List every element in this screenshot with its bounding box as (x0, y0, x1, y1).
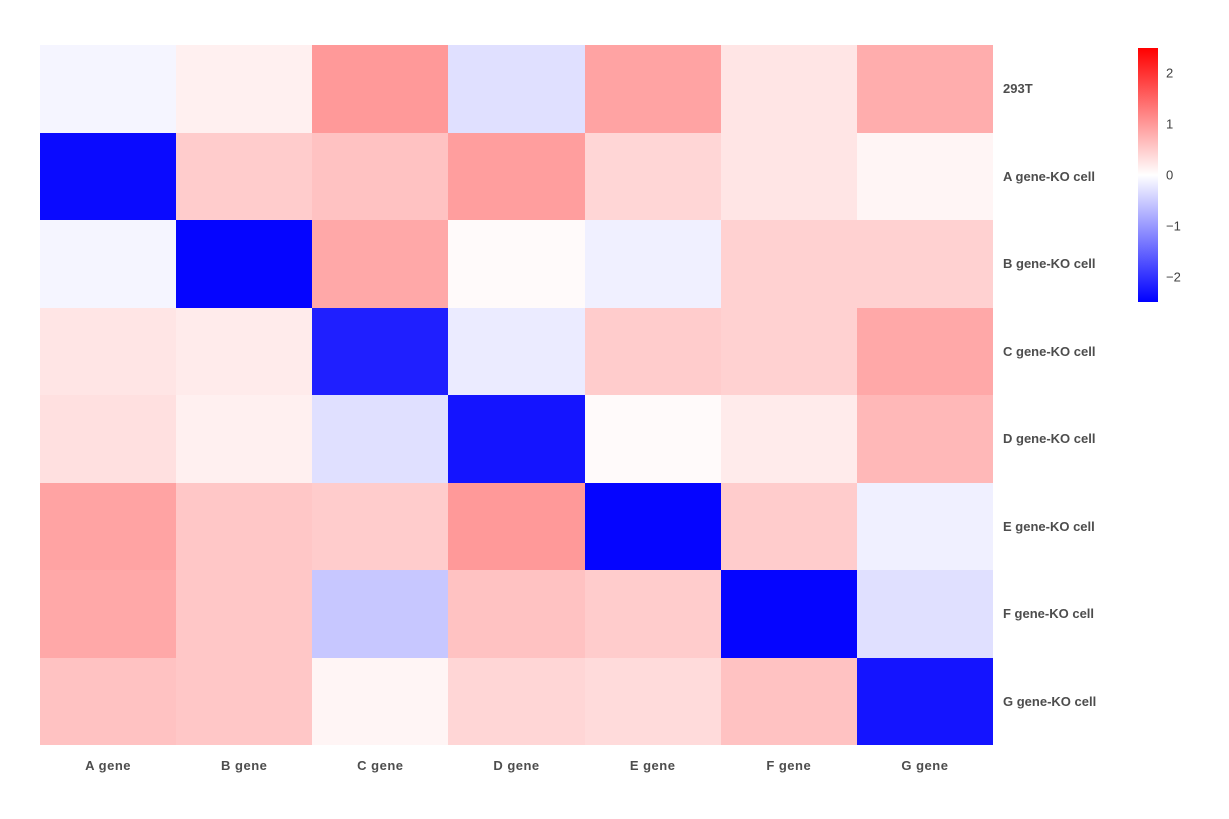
heatmap-cell (720, 45, 857, 133)
heatmap-cell (312, 657, 449, 745)
heatmap-cell (448, 657, 585, 745)
heatmap-cell (856, 657, 993, 745)
heatmap-cell (312, 570, 449, 658)
col-label: G gene (901, 757, 949, 773)
colorbar-tick-label: −2 (1166, 269, 1181, 285)
heatmap-cell (40, 482, 177, 570)
heatmap-cell (720, 395, 857, 483)
heatmap-cell (584, 657, 721, 745)
heatmap-cell (584, 45, 721, 133)
col-label: E gene (629, 757, 676, 773)
heatmap-cell (856, 220, 993, 308)
heatmap-cell (448, 570, 585, 658)
heatmap-cell (720, 657, 857, 745)
colorbar-tick-label: 2 (1166, 65, 1174, 81)
heatmap-cell (448, 45, 585, 133)
col-label: A gene (85, 757, 131, 773)
row-label: B gene-KO cell (1003, 256, 1096, 272)
heatmap-cell (856, 307, 993, 395)
colorbar-tick-label: −1 (1166, 218, 1181, 234)
row-label: A gene-KO cell (1003, 168, 1095, 184)
heatmap-cell (312, 45, 449, 133)
row-label: G gene-KO cell (1003, 693, 1097, 709)
heatmap-cell (176, 132, 313, 220)
row-label: C gene-KO cell (1003, 343, 1096, 359)
colorbar-tick-label: 1 (1166, 116, 1174, 132)
heatmap-cell (176, 307, 313, 395)
heatmap-cell (584, 570, 721, 658)
heatmap-cell (720, 570, 857, 658)
heatmap-cell (584, 307, 721, 395)
heatmap (40, 45, 993, 745)
heatmap-cell (584, 132, 721, 220)
colorbar-tick-labels: 2 1 0 −1 −2 (1166, 48, 1206, 302)
heatmap-cell (176, 657, 313, 745)
heatmap-cell (40, 395, 177, 483)
heatmap-cell (584, 482, 721, 570)
heatmap-cell (176, 45, 313, 133)
col-label: D gene (493, 757, 540, 773)
heatmap-cell (176, 482, 313, 570)
row-label: F gene-KO cell (1003, 606, 1095, 622)
heatmap-cell (176, 220, 313, 308)
heatmap-cell (856, 570, 993, 658)
heatmap-cell (584, 395, 721, 483)
heatmap-cell (856, 132, 993, 220)
heatmap-cell (720, 132, 857, 220)
heatmap-cell (40, 570, 177, 658)
heatmap-cell (448, 395, 585, 483)
heatmap-cell (312, 132, 449, 220)
heatmap-cell (312, 395, 449, 483)
heatmap-cell (584, 220, 721, 308)
heatmap-cell (40, 657, 177, 745)
colorbar-gradient (1138, 48, 1158, 302)
colorbar-tick-label: 0 (1166, 167, 1174, 183)
heatmap-cell (312, 307, 449, 395)
heatmap-cell (312, 220, 449, 308)
heatmap-cell (856, 482, 993, 570)
row-label: E gene-KO cell (1003, 518, 1095, 534)
heatmap-cell (856, 45, 993, 133)
heatmap-cell (856, 395, 993, 483)
heatmap-cell (176, 395, 313, 483)
heatmap-cell (40, 45, 177, 133)
col-label: C gene (357, 757, 404, 773)
heatmap-cell (448, 132, 585, 220)
heatmap-cell (448, 220, 585, 308)
row-label: 293T (1003, 81, 1033, 97)
heatmap-cell (720, 307, 857, 395)
heatmap-cell (448, 307, 585, 395)
row-label: D gene-KO cell (1003, 431, 1096, 447)
y-axis-row-labels: 293T A gene-KO cell B gene-KO cell C gene-K… (1003, 45, 1123, 745)
heatmap-cell (312, 482, 449, 570)
col-label: B gene (221, 757, 268, 773)
heatmap-cell (176, 570, 313, 658)
heatmap-cell (720, 220, 857, 308)
heatmap-cell (40, 220, 177, 308)
heatmap-cell (40, 307, 177, 395)
col-label: F gene (766, 757, 812, 773)
heatmap-cell (40, 132, 177, 220)
heatmap-cell (448, 482, 585, 570)
x-axis-col-labels: A gene B gene C gene D gene E gene F gene G ge… (40, 745, 993, 785)
heatmap-cell (720, 482, 857, 570)
